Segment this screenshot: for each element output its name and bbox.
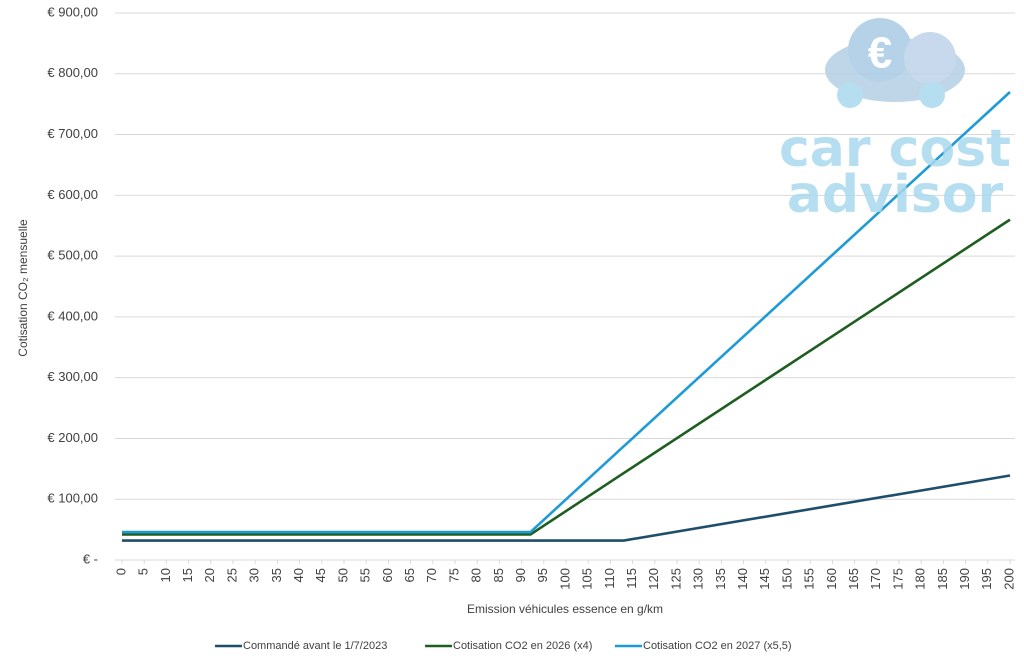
x-tick-label: 50	[335, 568, 350, 582]
x-tick-label: 125	[668, 568, 683, 590]
legend-label: Cotisation CO2 en 2027 (x5,5)	[643, 640, 792, 652]
logo-wheel	[837, 82, 863, 108]
x-tick-label: 65	[402, 568, 417, 582]
x-tick-label: 150	[779, 568, 794, 590]
plot: € -€ 100,00€ 200,00€ 300,00€ 400,00€ 500…	[47, 4, 1016, 651]
x-tick-label: 140	[735, 568, 750, 590]
x-tick-label: 30	[247, 568, 262, 582]
x-tick-label: 20	[202, 568, 217, 582]
x-tick-label: 190	[957, 568, 972, 590]
x-tick-label: 120	[646, 568, 661, 590]
y-tick-label: € 300,00	[47, 369, 98, 384]
logo-cloud	[904, 32, 956, 84]
x-tick-label: 85	[491, 568, 506, 582]
x-tick-label: 130	[691, 568, 706, 590]
x-tick-label: 80	[469, 568, 484, 582]
x-tick-label: 95	[535, 568, 550, 582]
x-tick-label: 160	[824, 568, 839, 590]
x-tick-label: 55	[358, 568, 373, 582]
logo: € car cost advisor	[779, 18, 1011, 225]
x-tick-label: 60	[380, 568, 395, 582]
x-tick-label: 5	[136, 568, 151, 575]
series-line	[122, 91, 1011, 534]
x-tick-label: 115	[624, 568, 639, 589]
y-tick-label: € -	[83, 551, 98, 566]
x-tick-label: 175	[890, 568, 905, 590]
x-tick-label: 200	[1001, 568, 1016, 590]
y-tick-label: € 700,00	[47, 126, 98, 141]
x-tick-label: 25	[224, 568, 239, 582]
x-tick-label: 75	[446, 568, 461, 582]
y-tick-label: € 500,00	[47, 248, 98, 263]
x-tick-label: 170	[868, 568, 883, 590]
x-tick-label: 45	[313, 568, 328, 582]
y-tick-label: € 400,00	[47, 308, 98, 323]
x-axis-label: Emission véhicules essence en g/km	[467, 602, 663, 616]
logo-wheel	[919, 82, 945, 108]
x-tick-label: 110	[602, 568, 617, 589]
x-tick-label: 70	[424, 568, 439, 582]
x-tick-label: 15	[180, 568, 195, 582]
x-tick-label: 145	[757, 568, 772, 590]
logo-text: advisor	[787, 165, 1004, 225]
x-tick-label: 180	[913, 568, 928, 590]
y-tick-label: € 900,00	[47, 4, 98, 19]
x-tick-label: 10	[158, 568, 173, 582]
legend-label: Cotisation CO2 en 2026 (x4)	[453, 640, 592, 652]
y-tick-label: € 800,00	[47, 65, 98, 80]
y-tick-label: € 100,00	[47, 491, 98, 506]
logo-text: car cost	[779, 119, 1011, 179]
y-tick-label: € 600,00	[47, 187, 98, 202]
x-tick-label: 165	[846, 568, 861, 590]
x-tick-label: 0	[113, 568, 128, 575]
x-tick-label: 100	[557, 568, 572, 590]
y-tick-label: € 200,00	[47, 430, 98, 445]
x-tick-label: 155	[802, 568, 817, 590]
x-tick-label: 135	[713, 568, 728, 590]
x-tick-label: 195	[979, 568, 994, 590]
x-tick-label: 90	[513, 568, 528, 582]
series-line	[122, 218, 1011, 536]
x-tick-label: 185	[935, 568, 950, 590]
legend-label: Commandé avant le 1/7/2023	[243, 640, 387, 652]
logo-euro: €	[868, 29, 892, 78]
x-tick-label: 40	[291, 568, 306, 582]
y-axis-label: Cotisation CO₂ mensuelle	[16, 219, 30, 357]
x-tick-label: 105	[580, 568, 595, 590]
series-line	[122, 474, 1011, 542]
x-tick-label: 35	[269, 568, 284, 582]
logo-cloud	[848, 18, 912, 82]
